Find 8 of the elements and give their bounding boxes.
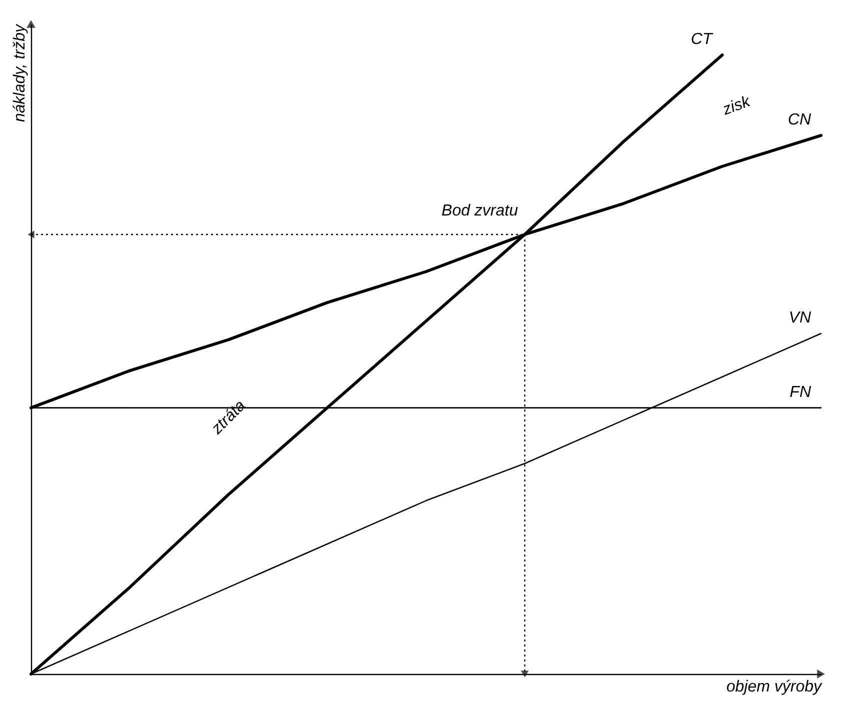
series-label: VN [788,310,812,327]
series-label: FN [790,384,812,401]
annotation: Bod zvratu [442,202,518,220]
y-axis-title: náklady, tržby [12,24,28,122]
x-axis-title: objem výroby [726,678,822,696]
series-label: CT [690,30,714,48]
series-label: CN [788,111,812,128]
annotation: zisk [720,92,754,120]
